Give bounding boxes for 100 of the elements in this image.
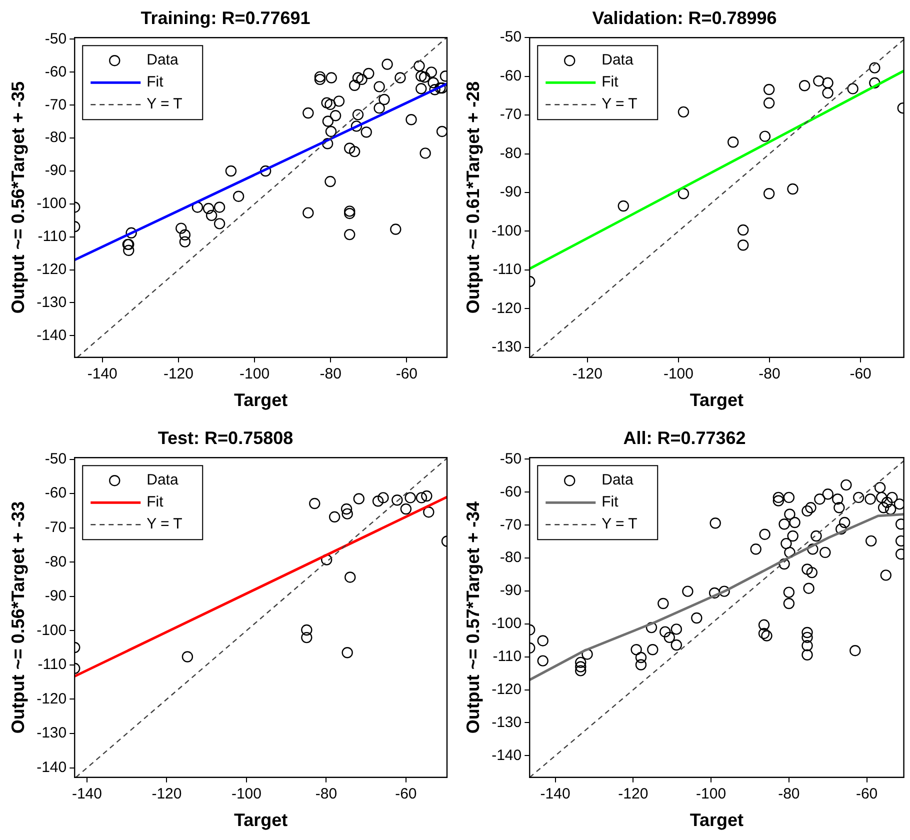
point <box>340 503 352 515</box>
x-tick-label: -60 <box>395 786 417 803</box>
chart-title: Test: R=0.75808 <box>158 428 294 448</box>
point <box>822 77 834 88</box>
point <box>847 83 858 94</box>
point <box>342 647 353 658</box>
point <box>678 188 690 200</box>
point <box>301 624 312 636</box>
x-tick-label: -60 <box>850 366 872 383</box>
y-tick-label: -90 <box>44 162 67 180</box>
x-axis-title: Target <box>234 810 288 830</box>
y-tick-label: -110 <box>38 228 67 245</box>
chart-title: All: R=0.77362 <box>623 428 746 448</box>
y-tick-label: -140 <box>36 326 67 344</box>
x-tick-label: -60 <box>396 366 418 383</box>
y-tick-label: -80 <box>500 144 522 162</box>
y-tick-label: -120 <box>492 680 522 698</box>
point <box>400 503 412 515</box>
point <box>416 492 428 504</box>
point <box>763 188 775 200</box>
y-tick-label: -110 <box>492 261 522 278</box>
y-tick-label: -130 <box>36 724 67 742</box>
legend-label: Y = T <box>146 516 182 533</box>
x-tick-label: -80 <box>320 366 342 383</box>
y-axis-title: Output ~= 0.56*Target + -33 <box>8 501 28 734</box>
point <box>869 77 880 88</box>
point <box>738 224 749 236</box>
y-tick-label: -70 <box>500 106 522 124</box>
legend-label: Data <box>602 472 634 489</box>
y-tick-label: -140 <box>492 746 522 764</box>
point <box>813 75 824 87</box>
x-axis-title: Target <box>690 390 744 410</box>
point <box>378 492 389 504</box>
x-tick-label: -140 <box>87 366 118 383</box>
y-tick-label: -100 <box>36 622 67 639</box>
x-axis-title: Target <box>234 390 288 410</box>
y-tick-label: -130 <box>492 338 522 356</box>
legend-label: Y = T <box>602 96 638 113</box>
y-tick-label: -50 <box>44 30 67 48</box>
y-tick-label: -100 <box>36 195 67 212</box>
y-tick-label: -60 <box>44 63 67 80</box>
y-tick-label: -80 <box>44 553 67 570</box>
point <box>328 511 340 522</box>
point <box>869 62 880 74</box>
point <box>353 493 364 504</box>
x-tick-label: -100 <box>696 786 726 803</box>
point <box>372 496 384 507</box>
y-tick-label: -120 <box>36 260 67 278</box>
y-tick-label: -100 <box>492 615 522 632</box>
legend-label: Data <box>146 472 179 489</box>
x-tick-label: -100 <box>240 366 270 383</box>
x-tick-label: -100 <box>663 366 694 383</box>
point <box>728 136 739 148</box>
legend-label: Fit <box>602 494 620 511</box>
y-tick-label: -60 <box>500 67 522 84</box>
x-tick-label: -80 <box>778 786 800 803</box>
point <box>763 84 775 96</box>
x-tick-label: -80 <box>315 786 338 803</box>
legend-label: Fit <box>602 74 620 91</box>
x-tick-label: -120 <box>152 786 182 803</box>
y-tick-label: -120 <box>36 690 67 708</box>
point <box>798 80 810 92</box>
x-tick-label: -120 <box>618 786 648 803</box>
y-tick-label: -110 <box>38 656 67 674</box>
point <box>618 200 629 212</box>
point <box>301 632 312 644</box>
y-tick-label: -120 <box>492 300 522 317</box>
legend-label: Y = T <box>146 96 182 113</box>
y-tick-label: -70 <box>500 516 522 534</box>
point <box>404 492 416 504</box>
x-tick-label: -140 <box>540 786 570 803</box>
y-tick-label: -100 <box>492 222 522 240</box>
point <box>787 183 798 195</box>
legend-label: Data <box>146 52 179 69</box>
y-tick-label: -110 <box>492 648 522 665</box>
y-tick-label: -90 <box>500 184 522 201</box>
legend-label: Data <box>602 52 634 69</box>
point <box>738 240 749 251</box>
chart-title: Validation: R=0.78996 <box>592 8 777 28</box>
y-tick-label: -50 <box>500 28 522 46</box>
point <box>392 494 403 506</box>
point <box>342 508 353 520</box>
x-tick-label: -120 <box>572 366 602 383</box>
y-tick-label: -50 <box>44 450 67 468</box>
y-tick-label: -80 <box>44 129 67 146</box>
point <box>182 651 194 662</box>
y-axis-title: Output ~= 0.61*Target + -28 <box>462 81 483 314</box>
y-tick-label: -50 <box>500 450 522 468</box>
x-tick-label: -80 <box>758 366 780 383</box>
y-tick-label: -90 <box>44 588 67 605</box>
point <box>309 498 320 510</box>
chart-title: Training: R=0.77691 <box>140 8 310 28</box>
y-axis-title: Output ~= 0.57*Target + -34 <box>462 501 483 734</box>
point <box>822 87 834 99</box>
y-tick-label: -60 <box>500 483 522 500</box>
x-tick-label: -100 <box>231 786 262 803</box>
point <box>421 490 432 502</box>
legend-label: Fit <box>146 494 164 511</box>
legend-label: Y = T <box>602 516 638 533</box>
legend-label: Fit <box>146 74 164 91</box>
